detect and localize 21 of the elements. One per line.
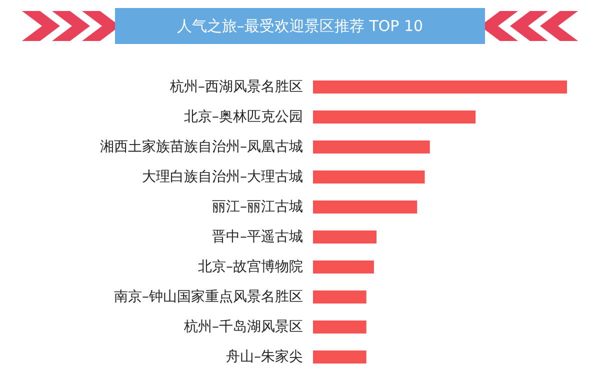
y-tick-label: 南京–钟山国家重点风景名胜区 [114,289,303,305]
y-tick-label: 湘西土家族苗族自治州–凤凰古城 [100,139,303,155]
y-tick-label: 北京–故宫博物院 [198,259,303,275]
y-tick-label: 晋中–平遥古城 [212,229,303,245]
y-tick-label: 杭州–千岛湖风景区 [183,319,303,335]
y-tick-label: 杭州–西湖风景名胜区 [169,79,303,95]
chart-title: 人气之旅–最受欢迎景区推荐 TOP 10 [115,8,485,44]
bar [313,350,366,364]
bar [313,170,425,184]
y-tick-label: 舟山–朱家尖 [226,349,303,365]
y-tick-label: 北京–奥林匹克公园 [184,109,303,125]
bar [313,290,366,304]
y-tick-label: 丽江–丽江古城 [212,199,303,215]
bar [313,140,430,154]
bar [313,110,476,124]
bar [313,230,376,244]
bar [313,80,567,94]
bar [313,260,374,274]
bar [313,200,418,214]
bar [313,320,366,334]
y-tick-label: 大理白族自治州–大理古城 [142,169,303,185]
